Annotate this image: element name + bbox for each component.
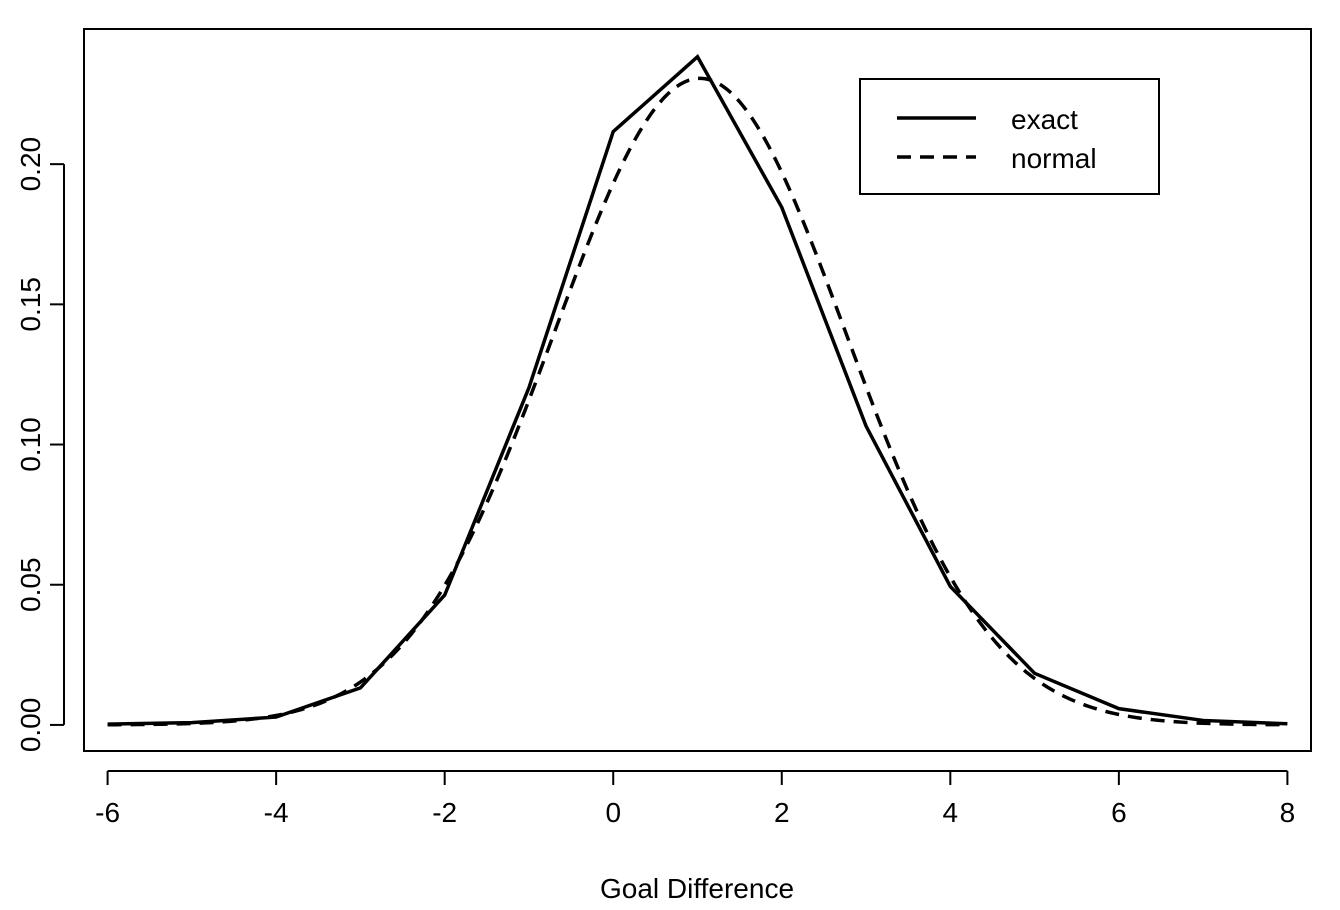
y-tick-label: 0.15	[15, 277, 46, 332]
series-line-exact	[107, 54, 1288, 726]
series-line-normal	[107, 76, 1288, 727]
y-axis: 0.00 0.05 0.10 0.15 0.20	[15, 137, 65, 753]
x-tick-label: 6	[1111, 797, 1127, 828]
legend-box	[859, 78, 1160, 195]
x-tick-label: 2	[774, 797, 790, 828]
series-layer	[107, 54, 1288, 727]
y-tick-label: 0.00	[15, 698, 46, 753]
y-tick-label: 0.05	[15, 557, 46, 612]
x-axis-label: Goal Difference	[600, 873, 794, 904]
x-tick-label: 8	[1280, 797, 1296, 828]
x-axis: -6 -4 -2 0 2 4 6 8	[95, 770, 1296, 828]
legend-label-normal: normal	[1011, 143, 1097, 174]
x-tick-label: 4	[943, 797, 959, 828]
x-tick-label: 0	[605, 797, 621, 828]
x-tick-label: -6	[95, 797, 120, 828]
y-tick-label: 0.20	[15, 137, 46, 192]
x-tick-label: -4	[264, 797, 289, 828]
y-tick-label: 0.10	[15, 417, 46, 472]
plot-frame	[83, 28, 1312, 752]
legend: exact normal	[859, 78, 1160, 195]
legend-label-exact: exact	[1011, 104, 1078, 135]
x-tick-label: -2	[432, 797, 457, 828]
